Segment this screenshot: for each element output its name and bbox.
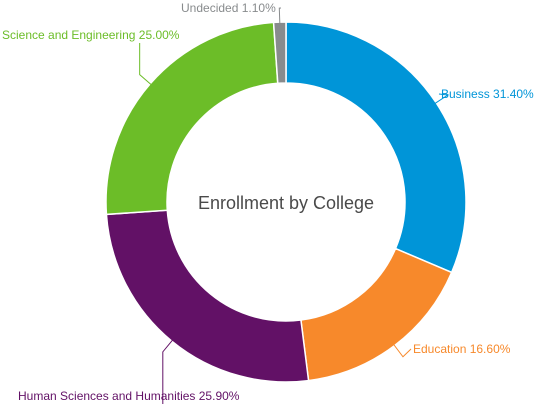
connector-human-sciences-and-humanities (162, 339, 174, 404)
connectors-layer (139, 7, 450, 404)
labels-layer: Business 31.40% Education 16.60% Human Sci… (2, 1, 534, 403)
slice-education[interactable] (300, 247, 453, 382)
slice-label-education: Education 16.60% (413, 342, 511, 356)
connector-undecided (278, 7, 282, 25)
slice-undecided[interactable] (272, 21, 287, 85)
slice-science-and-engineering[interactable] (105, 21, 279, 216)
slice-label-science-and-engineering: Science and Engineering 25.00% (2, 28, 180, 42)
chart-title: Enrollment by College (198, 193, 374, 213)
slice-human-sciences-and-humanities[interactable] (105, 209, 310, 383)
slices-layer (105, 21, 467, 383)
slice-label-human-sciences-and-humanities: Human Sciences and Humanities 25.90% (18, 389, 240, 403)
connector-business (434, 93, 450, 105)
connector-education (392, 343, 412, 358)
slice-label-business: Business 31.40% (441, 87, 534, 101)
slice-business[interactable] (285, 21, 467, 274)
connector-science-and-engineering (139, 43, 153, 86)
slice-label-undecided: Undecided 1.10% (181, 1, 276, 15)
